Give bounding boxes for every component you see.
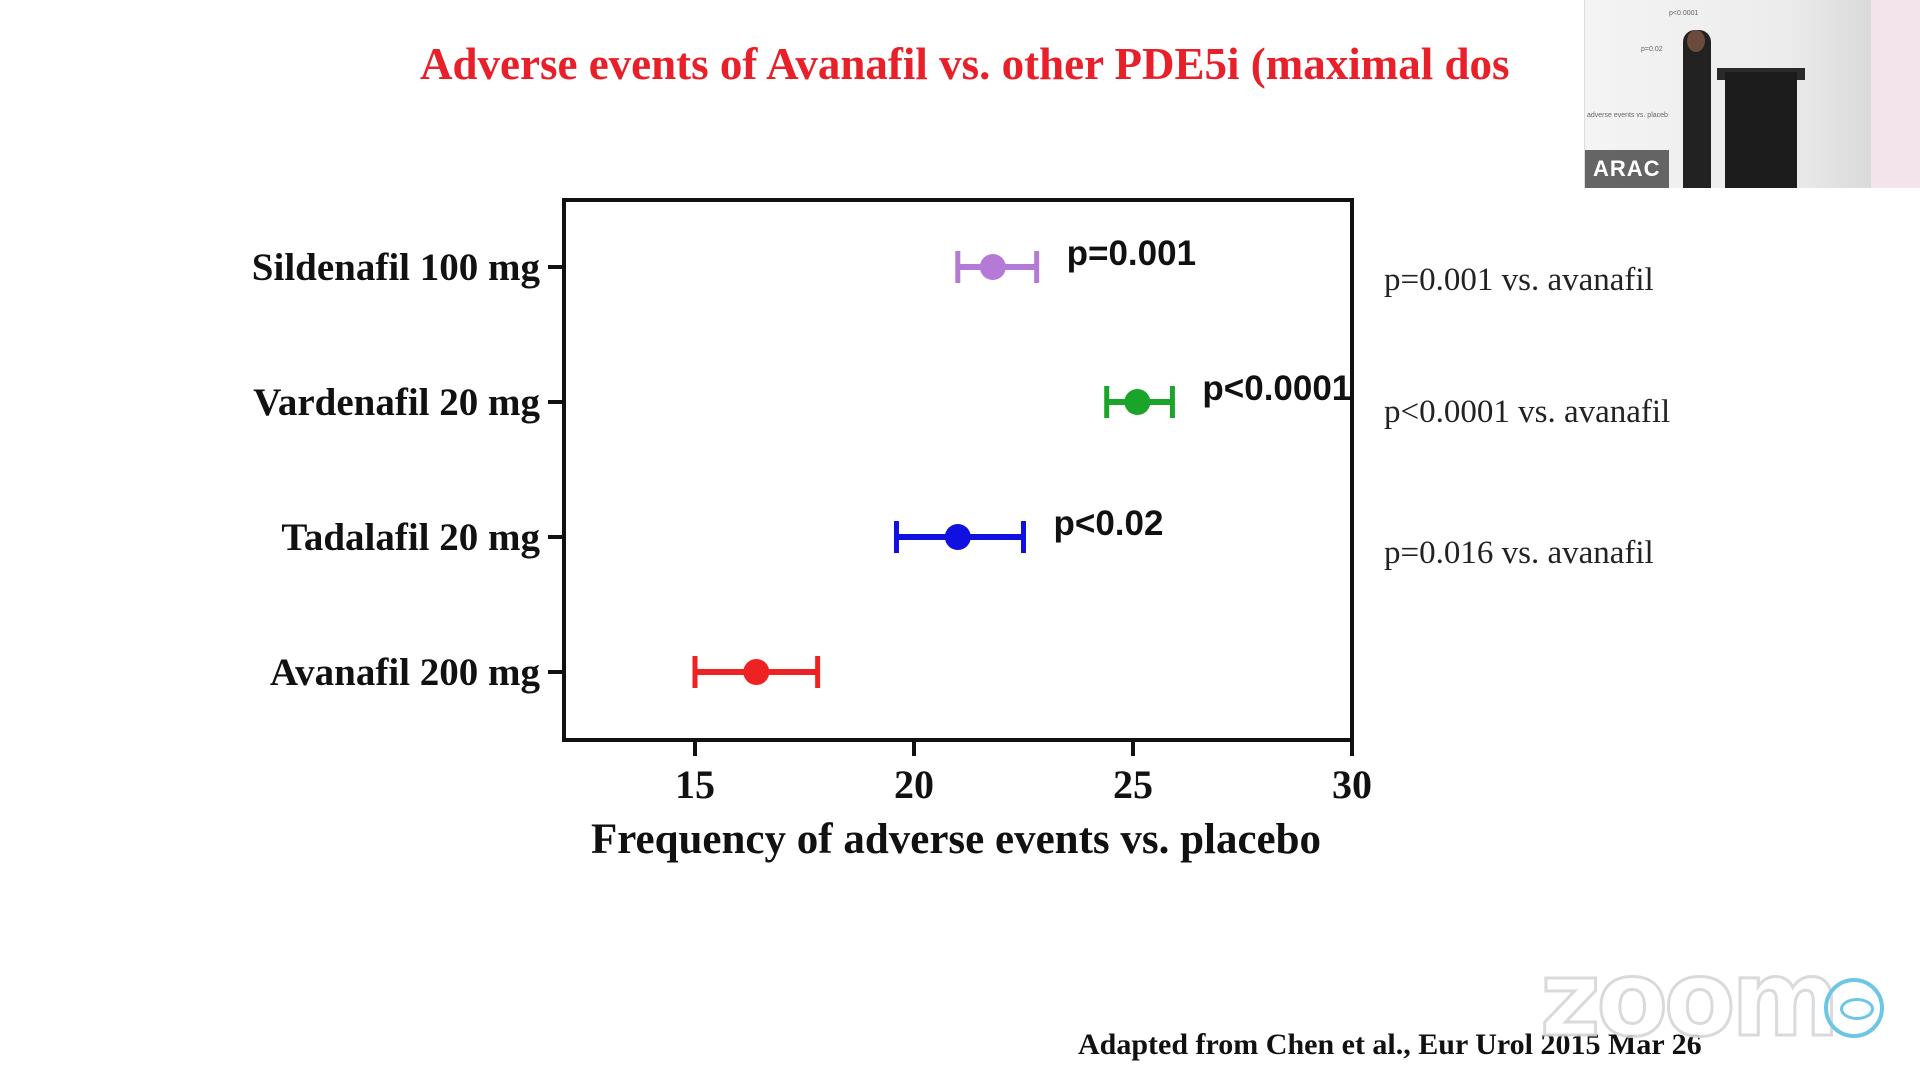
category-label: Vardenafil 20 mg: [253, 381, 540, 424]
x-ticks: 15 20 25 30: [675, 740, 1372, 807]
comparison-note: p=0.016 vs. avanafil: [1384, 535, 1654, 571]
zoom-watermark: zoom: [1539, 937, 1842, 1062]
corner-logo-icon: [1824, 978, 1884, 1038]
point-estimate: [1124, 389, 1151, 415]
category-label: Tadalafil 20 mg: [281, 516, 540, 559]
comparison-note: p<0.0001 vs. avanafil: [1384, 394, 1671, 430]
x-tick-label: 25: [1113, 762, 1153, 807]
category-label: Sildenafil 100 mg: [252, 246, 541, 289]
x-axis-title: Frequency of adverse events vs. placebo: [591, 816, 1321, 863]
video-mini-text: p<0.0001: [1669, 10, 1699, 17]
data-marks: p=0.001 p<0.0001 p<0.02: [692, 234, 1351, 688]
podium: [1725, 72, 1797, 188]
error-bar-4: [692, 656, 821, 688]
point-estimate: [979, 254, 1006, 280]
x-tick-label: 20: [894, 762, 934, 807]
error-bar-1: [955, 251, 1040, 283]
category-labels: Sildenafil 100 mg Vardenafil 20 mg Tadalaf…: [252, 246, 564, 694]
p-value-label: p=0.001: [1067, 234, 1196, 273]
p-value-label: p<0.0001: [1202, 369, 1351, 408]
point-estimate: [944, 524, 971, 550]
projection-screen: [1871, 0, 1920, 188]
source-citation: Adapted from Chen et al., Eur Urol 2015 …: [1078, 1028, 1702, 1061]
video-mini-text: adverse events vs. placeb: [1587, 112, 1668, 119]
comparison-note: p=0.001 vs. avanafil: [1384, 262, 1654, 298]
error-bar-3: [893, 521, 1026, 553]
error-bar-2: [1104, 386, 1175, 418]
x-tick-label: 15: [675, 762, 715, 807]
plot-border: [562, 198, 1354, 742]
speaker-figure: [1683, 30, 1711, 188]
point-estimate: [743, 659, 770, 685]
speaker-video-thumbnail[interactable]: p<0.0001 p=0.02 adverse events vs. place…: [1584, 0, 1920, 188]
x-tick-label: 30: [1332, 762, 1372, 807]
speaker-head: [1687, 30, 1705, 52]
participant-name-label: ARAC: [1585, 150, 1669, 188]
category-label: Avanafil 200 mg: [270, 651, 541, 694]
video-mini-text: p=0.02: [1641, 46, 1663, 53]
slide-title: Adverse events of Avanafil vs. other PDE…: [420, 39, 1510, 89]
plot-frame: [562, 198, 1354, 742]
p-value-label: p<0.02: [1054, 504, 1164, 543]
